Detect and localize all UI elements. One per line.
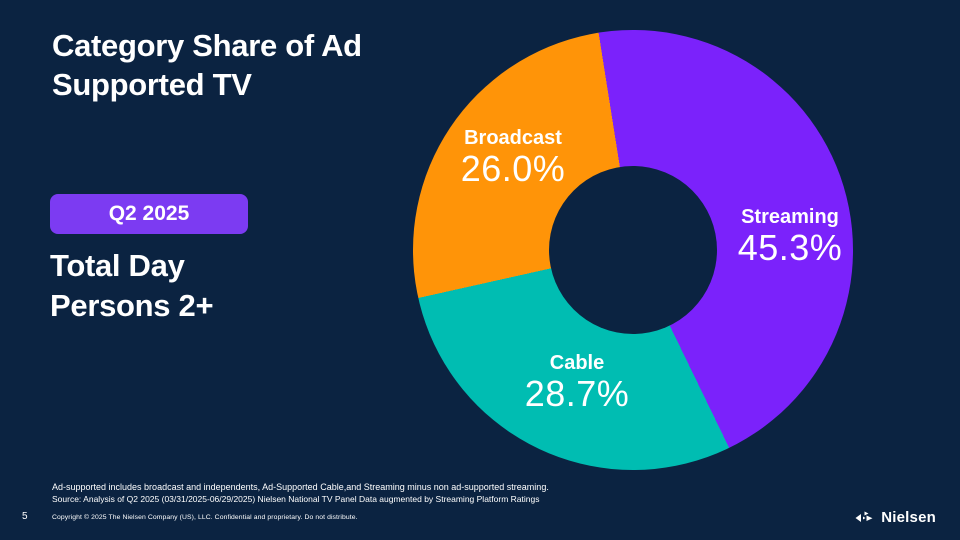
footnote-line-2: Source: Analysis of Q2 2025 (03/31/2025-… [52, 494, 540, 504]
copyright-text: Copyright © 2025 The Nielsen Company (US… [52, 514, 358, 521]
broadcast-value-label: 26.0% [460, 148, 566, 189]
period-badge: Q2 2025 [50, 194, 248, 234]
slice-label-streaming: Streaming 45.3% [738, 205, 843, 267]
slice-label-broadcast: Broadcast 26.0% [461, 126, 566, 188]
donut-hole [549, 166, 717, 334]
cable-value-label: 28.7% [524, 373, 630, 414]
subtitle-line2: Persons 2+ [50, 288, 214, 323]
streaming-value-label: 45.3% [737, 227, 843, 268]
cable-category-label: Cable [549, 352, 605, 374]
page-number: 5 [22, 511, 28, 522]
nielsen-logo: Nielsen [854, 507, 936, 527]
streaming-category-label: Streaming [741, 206, 839, 228]
page-title-line1: Category Share of Ad [52, 28, 362, 63]
subtitle: Total Day Persons 2+ [50, 246, 214, 326]
slice-label-cable: Cable 28.7% [525, 351, 630, 413]
nielsen-logo-icon [855, 511, 873, 522]
page-title-line2: Supported TV [52, 67, 252, 102]
broadcast-category-label: Broadcast [464, 127, 562, 149]
page-title: Category Share of Ad Supported TV [52, 26, 362, 104]
period-badge-label: Q2 2025 [108, 202, 190, 225]
donut-chart [413, 30, 853, 470]
subtitle-line1: Total Day [50, 248, 185, 283]
footnote-line-1: Ad-supported includes broadcast and inde… [52, 482, 549, 492]
nielsen-wordmark: Nielsen [881, 508, 936, 526]
